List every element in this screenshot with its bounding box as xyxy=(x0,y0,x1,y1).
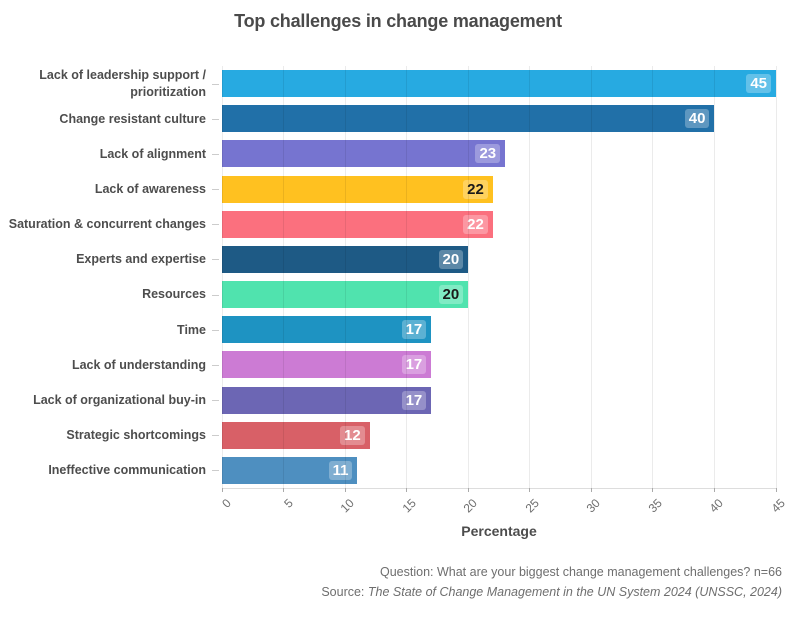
gridline-x-30 xyxy=(590,66,592,488)
gridline-x-25 xyxy=(529,66,531,488)
gridline-x-15 xyxy=(406,66,408,488)
bar-value-label: 22 xyxy=(463,179,488,199)
bar-7: 20 xyxy=(222,281,469,309)
bar-value-label: 17 xyxy=(401,320,427,340)
y-tickmark-9 xyxy=(212,364,219,366)
footer-source-prefix: Source: xyxy=(321,585,368,599)
y-tickmark-3 xyxy=(212,153,219,155)
bar-5: 22 xyxy=(222,210,493,238)
bar-value-label: 20 xyxy=(438,285,464,305)
bar-12: 11 xyxy=(222,456,358,484)
gridline-x-40 xyxy=(713,66,715,488)
gridline-x-20 xyxy=(467,66,469,488)
x-tickmark-10 xyxy=(344,488,346,492)
x-axis-title: Percentage xyxy=(461,523,537,539)
x-tickmark-0 xyxy=(221,488,223,492)
bar-1: 45 xyxy=(222,70,776,98)
footer-question: Question: What are your biggest change m… xyxy=(380,565,782,579)
bar-4: 22 xyxy=(222,175,493,203)
y-tickmark-2 xyxy=(212,118,219,120)
category-axis: Lack of leadership support / prioritizat… xyxy=(0,66,222,488)
footer-source-title: The State of Change Management in the UN… xyxy=(367,585,782,599)
y-tickmark-11 xyxy=(212,435,219,437)
x-tickmark-15 xyxy=(406,488,408,492)
x-tickmark-5 xyxy=(283,488,285,492)
gridline-x-0 xyxy=(221,66,223,488)
bar-6: 20 xyxy=(222,245,469,273)
category-label-12: Ineffective communication xyxy=(48,463,206,478)
y-tickmark-1 xyxy=(212,83,219,85)
bar-9: 17 xyxy=(222,351,432,379)
bar-3: 23 xyxy=(222,140,506,168)
category-label-8: Time xyxy=(177,322,206,337)
x-tickmark-20 xyxy=(467,488,469,492)
footer-source: Source: The State of Change Management i… xyxy=(321,582,782,602)
bar-value-label: 20 xyxy=(438,249,464,269)
gridline-x-10 xyxy=(344,66,346,488)
category-label-5: Saturation & concurrent changes xyxy=(8,217,206,232)
category-label-2: Change resistant culture xyxy=(59,111,206,126)
plot-area: 0 5 10 15 20 25 30 35 40 45 45 40 23 22 22 20 20 17 17 17 12… xyxy=(219,66,788,515)
chart-footer: Question: What are your biggest change m… xyxy=(321,562,782,602)
category-label-1: Lack of leadership support / prioritizat… xyxy=(39,68,206,99)
bar-value-label: 17 xyxy=(401,355,427,375)
bar-value-label: 45 xyxy=(746,74,771,94)
category-label-11: Strategic shortcomings xyxy=(66,428,206,443)
x-tickmark-40 xyxy=(713,488,715,492)
bar-value-label: 17 xyxy=(401,390,427,410)
y-tickmark-7 xyxy=(212,294,219,296)
category-label-4: Lack of awareness xyxy=(94,181,206,196)
bar-value-label: 23 xyxy=(475,144,501,164)
x-tickmark-35 xyxy=(652,488,654,492)
bar-2: 40 xyxy=(222,105,715,133)
y-tickmark-10 xyxy=(212,400,219,402)
category-label-7: Resources xyxy=(142,287,206,302)
category-label-9: Lack of understanding xyxy=(71,357,206,372)
y-tickmark-6 xyxy=(212,259,219,261)
gridline-x-45 xyxy=(775,66,777,488)
gridline-x-35 xyxy=(652,66,654,488)
chart-title: Top challenges in change management xyxy=(234,11,562,31)
y-tickmark-12 xyxy=(212,470,219,472)
y-tickmark-5 xyxy=(212,224,219,226)
category-label-6: Experts and expertise xyxy=(76,252,206,267)
x-tickmark-45 xyxy=(775,488,777,492)
category-label-10: Lack of organizational buy-in xyxy=(33,392,206,407)
bar-value-label: 12 xyxy=(340,425,365,445)
x-tickmark-25 xyxy=(529,488,531,492)
x-tickmark-30 xyxy=(590,488,592,492)
y-tickmark-8 xyxy=(212,329,219,331)
bar-value-label: 22 xyxy=(463,214,488,234)
y-tickmark-4 xyxy=(212,189,219,191)
gridline-x-5 xyxy=(283,66,285,488)
bar-10: 17 xyxy=(222,386,432,414)
bar-value-label: 11 xyxy=(328,460,353,480)
bar-8: 17 xyxy=(222,316,432,344)
bar-value-label: 40 xyxy=(684,109,710,129)
category-label-3: Lack of alignment xyxy=(99,146,206,161)
bar-11: 12 xyxy=(222,421,370,449)
